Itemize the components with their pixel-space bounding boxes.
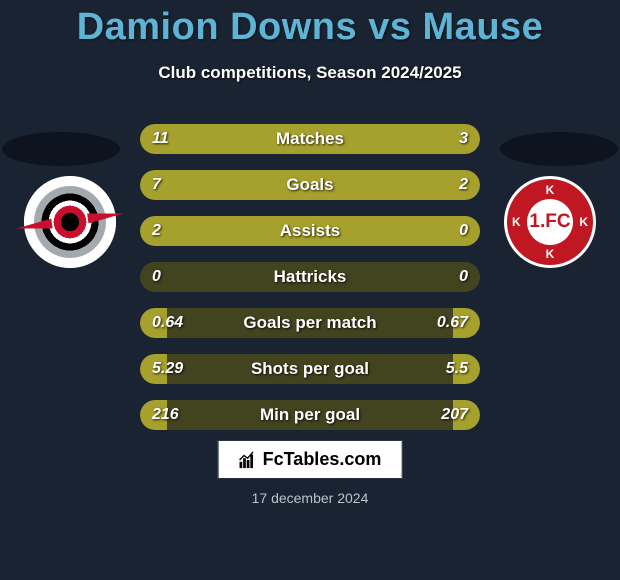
- stat-row: Min per goal216 207: [140, 400, 480, 430]
- stat-row: Hattricks0 0: [140, 262, 480, 292]
- stat-value-left: 0: [152, 268, 161, 286]
- stat-row: Assists2 0: [140, 216, 480, 246]
- stat-label: Hattricks: [140, 267, 480, 287]
- stat-label: Shots per goal: [140, 359, 480, 379]
- brand-text: FcTables.com: [263, 449, 382, 470]
- stat-label: Goals: [140, 175, 480, 195]
- team-right-inner-text: 1.FC: [527, 199, 573, 245]
- logo-shadow-left: [2, 132, 120, 166]
- stat-label: Assists: [140, 221, 480, 241]
- stat-value-left: 7: [152, 176, 161, 194]
- stat-row: Shots per goal5.29 5.5: [140, 354, 480, 384]
- stat-label: Matches: [140, 129, 480, 149]
- stat-value-left: 11: [152, 130, 169, 148]
- stat-value-left: 2: [152, 222, 161, 240]
- comparison-bars: Matches113Goals72Assists20Hattricks00Goa…: [140, 124, 480, 446]
- stat-value-right: 0: [459, 268, 468, 286]
- stat-value-right: 207: [441, 406, 468, 424]
- logo-shadow-right: [500, 132, 618, 166]
- stat-label: Min per goal: [140, 405, 480, 425]
- page-title: Damion Downs vs Mause: [0, 0, 620, 49]
- stat-value-right: 5.5: [446, 360, 468, 378]
- stat-value-right: 0: [459, 222, 468, 240]
- stat-row: Goals per match0.64 0.67: [140, 308, 480, 338]
- stat-row: Matches11 3: [140, 124, 480, 154]
- stat-value-left: 5.29: [152, 360, 183, 378]
- brand-logo-icon: [239, 451, 257, 469]
- subtitle: Club competitions, Season 2024/2025: [0, 63, 620, 83]
- stat-row: Goals7 2: [140, 170, 480, 200]
- stat-label: Goals per match: [140, 313, 480, 333]
- stat-value-left: 0.64: [152, 314, 183, 332]
- brand-badge: FcTables.com: [218, 440, 403, 479]
- team-right-logo: K K K K 1.FC: [504, 176, 596, 268]
- stat-value-right: 0.67: [437, 314, 468, 332]
- stat-value-left: 216: [152, 406, 179, 424]
- team-left-logo: [24, 176, 116, 268]
- stat-value-right: 2: [459, 176, 468, 194]
- stat-value-right: 3: [459, 130, 468, 148]
- date-label: 17 december 2024: [0, 490, 620, 506]
